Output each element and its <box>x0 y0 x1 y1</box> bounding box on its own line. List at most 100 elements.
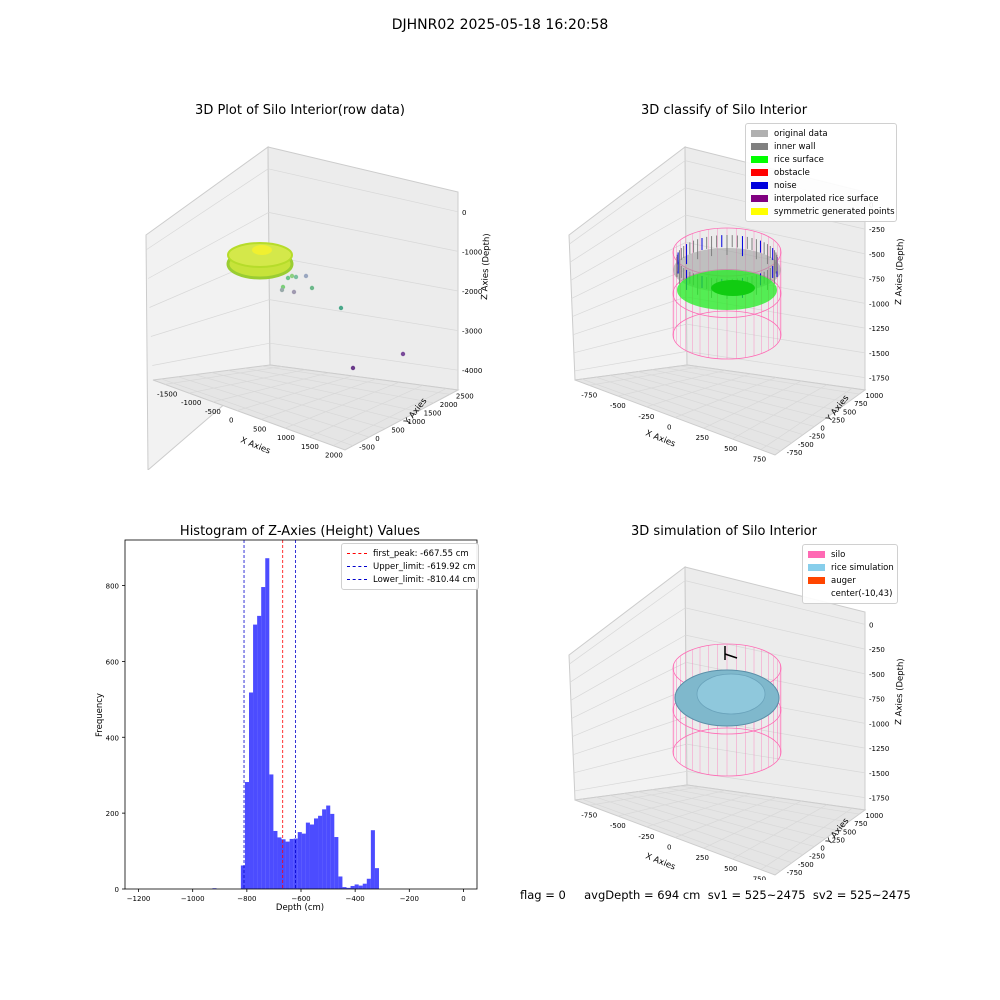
raw-x-tick: 2000 <box>325 452 343 460</box>
simulation-legend-swatch <box>808 577 825 584</box>
simulation-z-tick: 0 <box>869 621 873 629</box>
simulation-z-tick: -1750 <box>869 795 889 803</box>
simulation-legend-entry: silo <box>808 548 892 561</box>
raw-y-tick: 0 <box>375 435 379 443</box>
classify-legend-swatch <box>751 156 768 163</box>
simulation-legend: silo rice simulation auger center(-10,43) <box>802 544 898 604</box>
simulation-legend-entry: rice simulation <box>808 561 894 574</box>
simulation-y-tick: 1000 <box>865 812 883 820</box>
raw-y-tick: 500 <box>391 427 404 435</box>
classify-z-tick: -1750 <box>869 375 889 383</box>
raw-z-label: Z Axies (Depth) <box>480 233 492 300</box>
raw-point-cloud-top <box>227 242 293 268</box>
histogram-x-tick: −1000 <box>181 895 205 903</box>
classify-legend-entry: inner wall <box>751 140 891 153</box>
silo-wireframe-ring <box>672 727 782 777</box>
classify-legend-entry: symmetric generated points <box>751 205 895 218</box>
histogram-bar <box>318 815 323 889</box>
simulation-pane-left <box>568 566 688 801</box>
simulation-y-tick: 750 <box>854 820 867 828</box>
simulation-legend-swatch <box>808 551 825 558</box>
raw-data-point <box>293 274 299 280</box>
raw-data-point <box>303 273 309 279</box>
raw-z-tick: -1000 <box>462 248 482 256</box>
histogram-bar <box>362 883 367 889</box>
raw-pane-back-left <box>145 146 271 470</box>
histogram-bar <box>338 876 343 889</box>
histogram-legend-entry: Upper_limit: -619.92 cm <box>347 560 476 573</box>
classify-y-tick: -750 <box>787 449 803 457</box>
histogram-bar <box>326 805 331 889</box>
simulation-legend-label: rice simulation <box>831 562 894 573</box>
simulation-pane-floor <box>574 784 867 876</box>
histogram-legend-swatch <box>347 566 367 567</box>
raw-pane-back-right <box>267 146 459 391</box>
simulation-legend-swatch <box>808 564 825 571</box>
histogram-bar <box>273 830 278 889</box>
histogram-legend-entry: first_peak: -667.55 cm <box>347 547 473 560</box>
histogram-bar <box>342 887 347 889</box>
classify-legend-swatch <box>751 143 768 150</box>
classify-z-tick: -1500 <box>869 350 889 358</box>
histogram-bar <box>261 587 266 889</box>
histogram-legend-label: first_peak: -667.55 cm <box>373 548 469 559</box>
raw-data-point <box>338 305 344 311</box>
simulation-y-tick: -750 <box>787 869 803 877</box>
simulation-x-tick: 500 <box>724 865 737 873</box>
classify-legend-label: inner wall <box>774 141 816 152</box>
raw-y-tick: 2500 <box>456 392 474 400</box>
raw-data-point <box>309 285 315 291</box>
silo-wireframe-ring <box>672 310 782 360</box>
histogram-bar <box>370 830 375 889</box>
simulation-z-label: Z Axies (Depth) <box>894 658 905 725</box>
classify-z-label: Z Axies (Depth) <box>894 238 905 305</box>
raw-3d-plot[interactable]: -1500-1000-5000500100015002000-500050010… <box>140 140 500 470</box>
histogram-legend-swatch <box>347 579 367 580</box>
histogram-y-tick: 400 <box>106 734 119 742</box>
simulation-3d-plot[interactable]: -750-500-2500250500750-750-500-250025050… <box>565 560 905 880</box>
raw-y-tick: 2000 <box>440 401 458 409</box>
histogram-bar <box>374 868 379 889</box>
simulation-z-tick: -500 <box>869 671 885 679</box>
raw-y-tick: 1500 <box>424 409 442 417</box>
classify-legend-label: original data <box>774 128 828 139</box>
histogram-x-tick: −400 <box>346 895 365 903</box>
histogram-bar <box>346 887 351 889</box>
raw-data-point <box>291 289 297 295</box>
histogram-bar <box>334 837 339 889</box>
classify-x-tick: 250 <box>696 434 709 442</box>
classify-legend-swatch <box>751 195 768 202</box>
classify-x-tick: -500 <box>610 402 626 410</box>
raw-z-tick: -2000 <box>462 288 482 296</box>
classify-y-tick: -500 <box>798 441 814 449</box>
histogram-legend-label: Lower_limit: -810.44 cm <box>373 574 476 585</box>
classify-y-tick: 750 <box>854 400 867 408</box>
classify-z-tick: -1250 <box>869 325 889 333</box>
raw-z-tick: -4000 <box>462 367 482 375</box>
simulation-y-tick: -500 <box>798 861 814 869</box>
raw-x-tick: -500 <box>205 408 221 416</box>
histogram-bar <box>257 615 262 889</box>
classify-legend-entry: obstacle <box>751 166 891 179</box>
classify-legend-entry: original data <box>751 127 891 140</box>
classify-z-tick: -250 <box>869 226 885 234</box>
classify-legend-label: noise <box>774 180 797 191</box>
classify-x-tick: -750 <box>581 391 597 399</box>
classify-legend-label: obstacle <box>774 167 810 178</box>
classify-x-tick: 750 <box>753 456 766 464</box>
histogram-legend-label: Upper_limit: -619.92 cm <box>373 561 476 572</box>
histogram-bar <box>366 878 371 889</box>
histogram-y-tick: 0 <box>115 886 119 894</box>
classify-z-tick: -750 <box>869 276 885 284</box>
classify-legend-entry: rice surface <box>751 153 891 166</box>
simulation-y-tick: 0 <box>820 845 824 853</box>
histogram-y-label: Frequency <box>95 693 105 737</box>
classify-plot-title: 3D classify of Silo Interior <box>640 103 808 118</box>
histogram-legend-swatch <box>347 553 367 554</box>
classify-y-tick: 1000 <box>865 392 883 400</box>
raw-data-point <box>400 351 406 357</box>
classify-3d-plot[interactable]: -750-500-2500250500750-750-500-250025050… <box>565 140 905 470</box>
raw-plot-title: 3D Plot of Silo Interior(row data) <box>195 103 405 118</box>
histogram-bar <box>289 838 294 889</box>
simulation-legend-label: auger <box>831 575 856 586</box>
